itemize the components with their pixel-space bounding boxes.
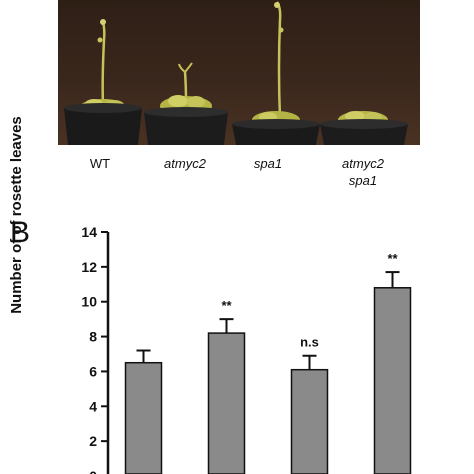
bar [124, 361, 163, 474]
y-tick-label: 8 [89, 329, 97, 345]
y-tick-label: 0 [89, 468, 97, 474]
bar [373, 287, 412, 474]
genotype-label-wt: WT [89, 156, 111, 171]
bar [290, 368, 329, 474]
genotype-label-atmyc2: atmyc2 [164, 156, 206, 171]
genotype-label-spa1: spa1 [253, 156, 283, 171]
significance-label: n.s [300, 335, 319, 350]
y-tick-label: 10 [81, 294, 97, 310]
significance-label: ** [387, 251, 398, 266]
y-tick-label: 14 [81, 224, 97, 240]
plant-photo-illustration [64, 1, 408, 145]
plant-photo [58, 0, 420, 145]
genotype-label-double-mutant: atmyc2 spa1 [342, 156, 384, 188]
panel-b-letter: B [10, 216, 31, 249]
y-tick-label: 6 [89, 363, 97, 379]
significance-label: ** [221, 298, 232, 313]
y-tick-label: 2 [89, 433, 97, 449]
bar [207, 332, 246, 474]
y-tick-label: 4 [89, 398, 97, 414]
y-tick-label: 12 [81, 259, 97, 275]
